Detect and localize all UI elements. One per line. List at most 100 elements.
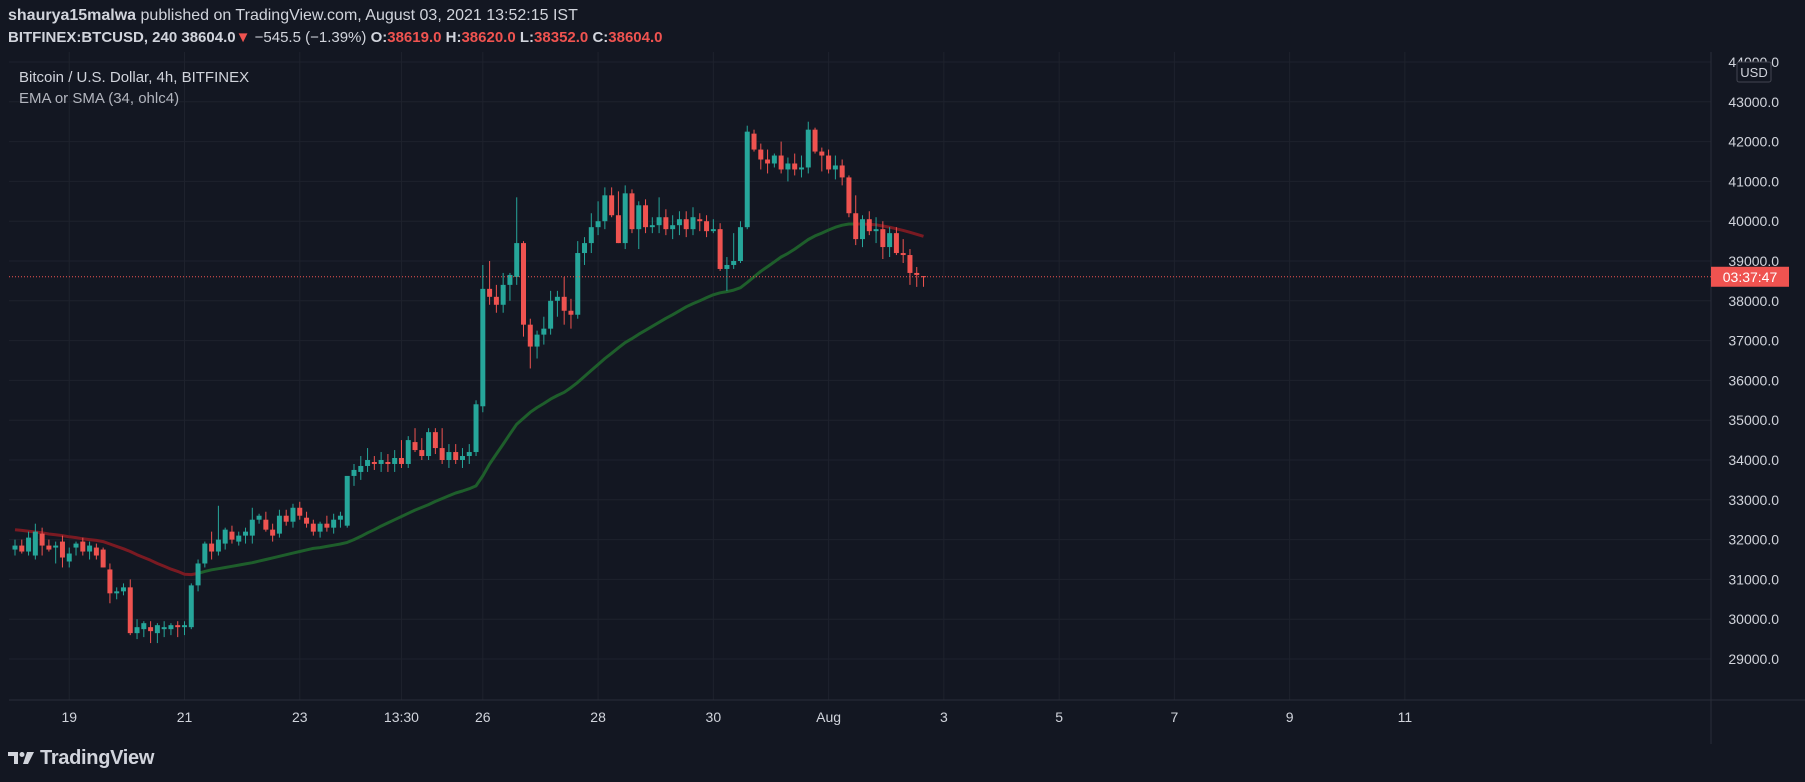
close-label: C: — [592, 29, 609, 46]
candle-body — [304, 517, 310, 524]
candle-body — [697, 219, 703, 222]
candle-body — [507, 274, 513, 285]
y-tick-label: 35000.0 — [1728, 412, 1779, 428]
candle-body — [792, 163, 798, 170]
candle-body — [487, 288, 493, 297]
candle-body — [690, 217, 696, 230]
y-tick-label: 30000.0 — [1728, 611, 1779, 627]
author-name[interactable]: shaurya15malwa — [8, 7, 137, 24]
x-tick-label: 13:30 — [384, 709, 419, 725]
candle-body — [602, 195, 608, 222]
low-value: 38352.0 — [534, 29, 589, 46]
candle-body — [812, 129, 818, 152]
y-tick-label: 34000.0 — [1728, 452, 1779, 468]
candle-body — [215, 539, 221, 552]
candle-body — [744, 131, 750, 228]
chart-grid — [9, 52, 1805, 744]
candle-body — [32, 531, 38, 556]
candle-body — [297, 507, 303, 516]
ema-line-group — [14, 222, 924, 577]
candle-body — [446, 452, 452, 460]
candle-body — [236, 535, 242, 542]
x-tick-label: 19 — [61, 709, 77, 725]
high-label: H: — [445, 29, 462, 46]
candle-body — [195, 563, 201, 586]
candle-body — [568, 310, 574, 315]
y-tick-label: 41000.0 — [1728, 173, 1779, 189]
open-value: 38619.0 — [387, 29, 442, 46]
last-price: 38604.0 — [181, 29, 236, 46]
candle-body — [798, 167, 804, 170]
candle-body — [737, 227, 743, 261]
last-price-countdown: 03:37:47 — [1723, 269, 1778, 285]
candle-body — [819, 151, 825, 156]
candle-body — [263, 519, 269, 530]
candle-body — [371, 461, 377, 464]
tradingview-brand: TradingView — [40, 746, 155, 769]
candle-body — [785, 163, 791, 170]
time-axis[interactable]: 19 21 23 13:30 26 28 30 Aug 3 5 7 9 11 — [61, 709, 1412, 725]
published-text: published on TradingView.com, August 03,… — [140, 7, 578, 24]
candle-body — [114, 591, 120, 594]
candle-body — [229, 531, 235, 540]
legend-indicator[interactable]: EMA or SMA (34, ohlc4) — [19, 90, 180, 107]
candle-body — [398, 458, 404, 464]
price-axis[interactable]: 29000.0 30000.0 31000.0 32000.0 33000.0 34000… — [1728, 54, 1779, 667]
publication-header: shaurya15malwa published on TradingView.… — [0, 0, 1805, 52]
candle-body — [873, 229, 879, 232]
candle-body — [154, 625, 160, 634]
currency-box — [1736, 61, 1772, 83]
candle-body — [765, 159, 771, 164]
candle-body — [365, 460, 371, 466]
candle-body — [310, 523, 316, 532]
candle-body — [826, 155, 832, 170]
candle-body — [582, 243, 588, 254]
candle-body — [66, 553, 72, 562]
currency-label: USD — [1740, 65, 1767, 80]
candle-body — [168, 625, 174, 630]
candle-body — [317, 523, 323, 532]
candle-body — [100, 549, 106, 568]
y-tick-label: 32000.0 — [1728, 532, 1779, 548]
candle-body — [453, 452, 459, 460]
candle-body — [629, 193, 635, 230]
candle-body — [893, 233, 899, 254]
y-tick-label: 29000.0 — [1728, 651, 1779, 667]
candle-body — [243, 531, 249, 536]
candle-body — [439, 448, 445, 460]
tradingview-logo-icon — [8, 752, 34, 764]
candle-body — [643, 205, 649, 228]
candle-body — [521, 243, 526, 325]
candle-body — [853, 213, 859, 240]
candle-body — [249, 519, 255, 536]
candle-body — [73, 543, 79, 548]
x-tick-label: Aug — [816, 709, 841, 725]
candle-body — [900, 253, 906, 256]
tradingview-logo[interactable]: TradingView — [8, 747, 154, 770]
x-tick-label: 21 — [177, 709, 193, 725]
y-tick-label: 42000.0 — [1728, 134, 1779, 150]
candle-body — [670, 225, 676, 230]
candle-body — [276, 515, 282, 534]
x-tick-label: 5 — [1055, 709, 1063, 725]
candle-body — [127, 587, 133, 634]
y-tick-label: 36000.0 — [1728, 372, 1779, 388]
candle-body — [724, 264, 730, 269]
legend-title[interactable]: Bitcoin / U.S. Dollar, 4h, BITFINEX — [19, 69, 250, 86]
price-chart[interactable]: 03:37:47 29000.030000.031000.032000.0330… — [0, 52, 1805, 744]
candle-body — [710, 229, 716, 232]
candle-body — [731, 261, 737, 265]
candle-body — [256, 515, 262, 520]
candle-body — [344, 475, 350, 526]
quote-line: BITFINEX:BTCUSD, 240 38604.0▼ −545.5 (−1… — [8, 29, 663, 46]
x-tick-label: 3 — [940, 709, 948, 725]
candle-body — [209, 543, 215, 552]
symbol-label: BITFINEX:BTCUSD, 240 — [8, 29, 178, 46]
candle-body — [636, 205, 642, 230]
y-tick-label: 39000.0 — [1728, 253, 1779, 269]
candle-body — [758, 149, 764, 160]
candle-body — [575, 253, 581, 315]
candle-body — [161, 627, 167, 630]
candle-body — [480, 288, 486, 407]
candle-body — [270, 529, 276, 536]
